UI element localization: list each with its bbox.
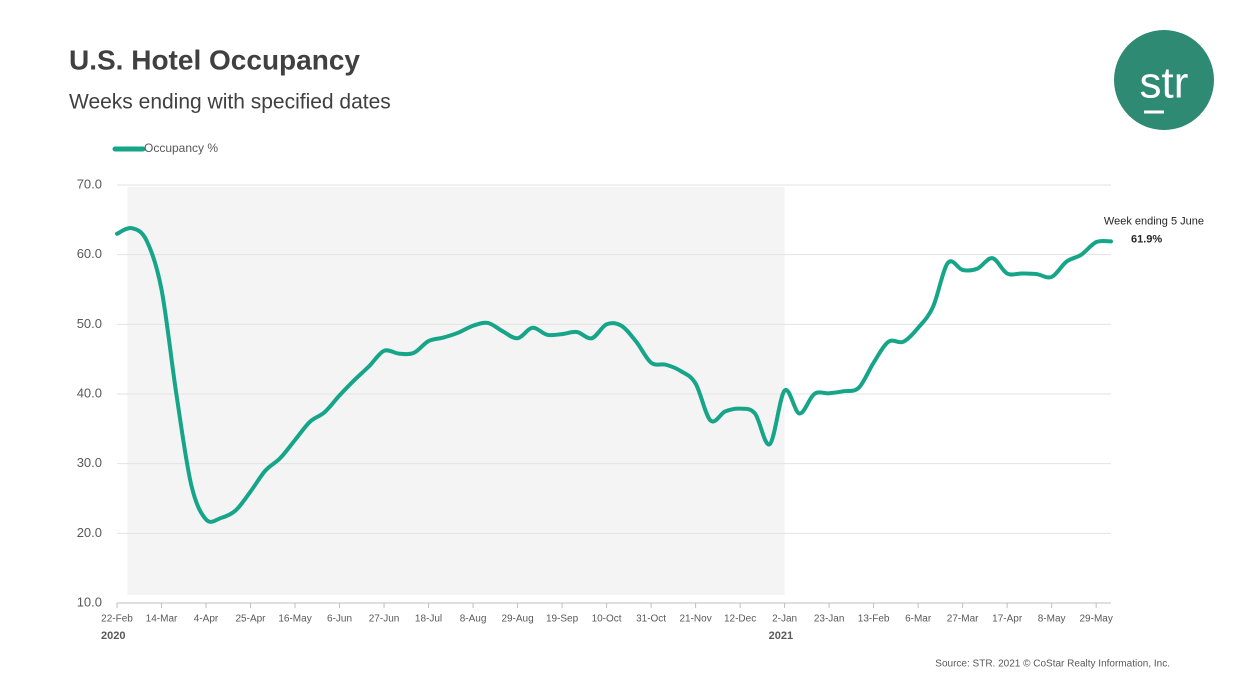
x-tick-label: 27-Jun bbox=[369, 614, 400, 625]
x-tick-label: 17-Apr bbox=[992, 614, 1023, 625]
x-tick-label: 8-May bbox=[1038, 614, 1066, 625]
y-tick-label: 10.0 bbox=[77, 594, 102, 609]
x-tick-label: 25-Apr bbox=[236, 614, 267, 625]
x-tick-label: 27-Mar bbox=[947, 614, 979, 625]
x-tick-label: 31-Oct bbox=[636, 614, 666, 625]
y-tick-label: 50.0 bbox=[77, 316, 102, 331]
x-tick-label: 8-Aug bbox=[460, 614, 487, 625]
x-tick-label: 18-Jul bbox=[415, 614, 442, 625]
x-tick-label: 22-Feb bbox=[101, 614, 133, 625]
y-tick-label: 70.0 bbox=[77, 176, 102, 191]
x-tick-label: 14-Mar bbox=[146, 614, 178, 625]
x-tick-label: 16-May bbox=[278, 614, 311, 625]
x-tick-label: 4-Apr bbox=[194, 614, 219, 625]
annotation: Week ending 5 June bbox=[1104, 215, 1204, 227]
x-tick-label: 29-May bbox=[1079, 614, 1112, 625]
x-tick-label: 12-Dec bbox=[724, 614, 756, 625]
legend-label: Occupancy % bbox=[144, 141, 218, 155]
x-tick-label: 19-Sep bbox=[546, 614, 579, 625]
year-label: 2021 bbox=[769, 630, 793, 642]
x-tick-label: 23-Jan bbox=[814, 614, 845, 625]
y-tick-label: 60.0 bbox=[77, 246, 102, 261]
x-tick-label: 10-Oct bbox=[592, 614, 622, 625]
value-label: 61.9% bbox=[1131, 233, 1162, 245]
x-tick-label: 13-Feb bbox=[858, 614, 890, 625]
y-tick-label: 40.0 bbox=[77, 385, 102, 400]
line bbox=[115, 226, 1113, 524]
logo-circle bbox=[1114, 30, 1214, 130]
x-tick-label: 6-Jun bbox=[327, 614, 352, 625]
y-tick-label: 30.0 bbox=[77, 455, 102, 470]
logo: str bbox=[1140, 59, 1189, 108]
chart-title: U.S. Hotel Occupancy bbox=[69, 44, 360, 75]
x-tick-label: 21-Nov bbox=[679, 614, 711, 625]
y-tick-label: 20.0 bbox=[77, 525, 102, 540]
year-label: 2020 bbox=[101, 630, 125, 642]
source: Source: STR. 2021 © CoStar Realty Inform… bbox=[935, 659, 1170, 670]
x-tick-label: 6-Mar bbox=[905, 614, 932, 625]
x-tick-label: 2-Jan bbox=[772, 614, 797, 625]
x-tick-label: 29-Aug bbox=[501, 614, 533, 625]
chart-subtitle: Weeks ending with specified dates bbox=[69, 91, 391, 114]
